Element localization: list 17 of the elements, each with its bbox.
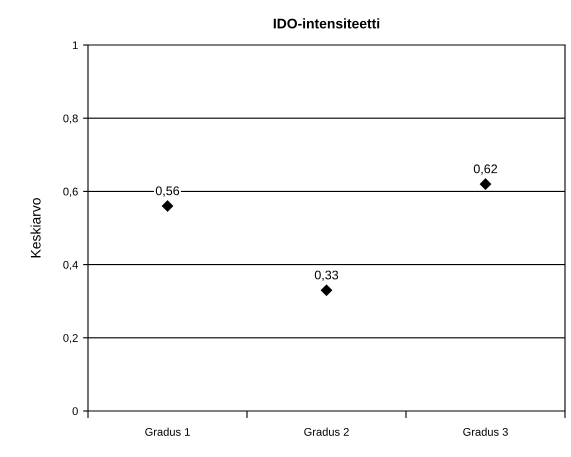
point [480, 178, 492, 190]
x-tick-label: Gradus 2 [304, 428, 349, 436]
x-tick-label: Gradus 1 [145, 428, 190, 436]
point [320, 284, 332, 296]
y-tick-label: 0,4 [63, 260, 78, 270]
data-label: 0,33 [314, 270, 338, 281]
chart-title: IDO-intensiteetti [274, 18, 380, 28]
x-tick-label: Gradus 3 [463, 428, 508, 436]
y-tick-label: 0 [72, 407, 78, 416]
point [162, 200, 174, 212]
y-tick-label: 0,8 [63, 114, 78, 124]
y-axis-title: Keskiarvo [30, 198, 41, 258]
data-label: 0,56 [156, 186, 180, 197]
y-tick-label: 0,6 [63, 188, 78, 197]
y-tick-label: 1 [72, 41, 78, 50]
data-label: 0,62 [474, 164, 498, 175]
y-tick-label: 0,2 [63, 334, 78, 344]
